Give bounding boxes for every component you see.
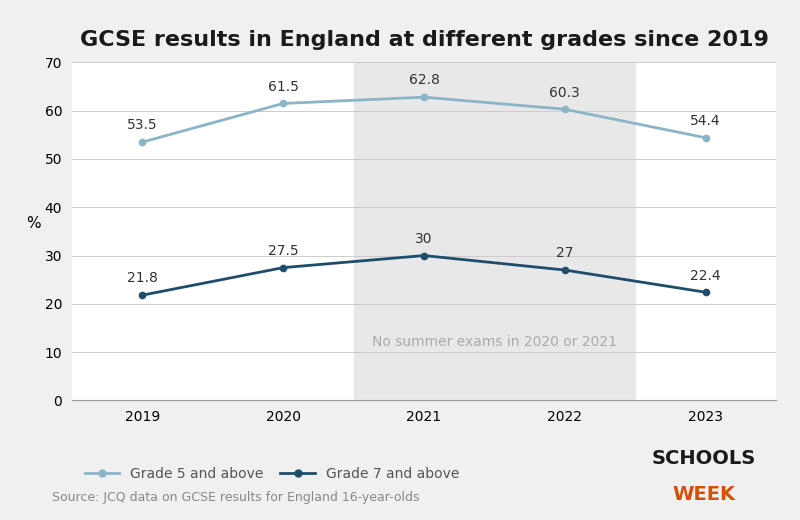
Text: 22.4: 22.4 <box>690 268 721 282</box>
Text: SCHOOLS: SCHOOLS <box>652 449 756 468</box>
Text: 27: 27 <box>556 246 574 261</box>
Text: 21.8: 21.8 <box>127 271 158 285</box>
Text: 60.3: 60.3 <box>550 85 580 99</box>
Text: 61.5: 61.5 <box>268 80 298 94</box>
Text: Source: JCQ data on GCSE results for England 16-year-olds: Source: JCQ data on GCSE results for Eng… <box>52 491 419 504</box>
Y-axis label: %: % <box>26 216 41 231</box>
Title: GCSE results in England at different grades since 2019: GCSE results in England at different gra… <box>79 30 769 50</box>
Text: 30: 30 <box>415 232 433 246</box>
Text: No summer exams in 2020 or 2021: No summer exams in 2020 or 2021 <box>372 335 617 349</box>
Text: 62.8: 62.8 <box>409 73 439 87</box>
Bar <box>354 62 635 400</box>
Text: 27.5: 27.5 <box>268 244 298 258</box>
Text: 53.5: 53.5 <box>127 119 158 133</box>
Legend: Grade 5 and above, Grade 7 and above: Grade 5 and above, Grade 7 and above <box>79 461 465 487</box>
Text: WEEK: WEEK <box>673 485 735 504</box>
Text: 54.4: 54.4 <box>690 114 721 128</box>
